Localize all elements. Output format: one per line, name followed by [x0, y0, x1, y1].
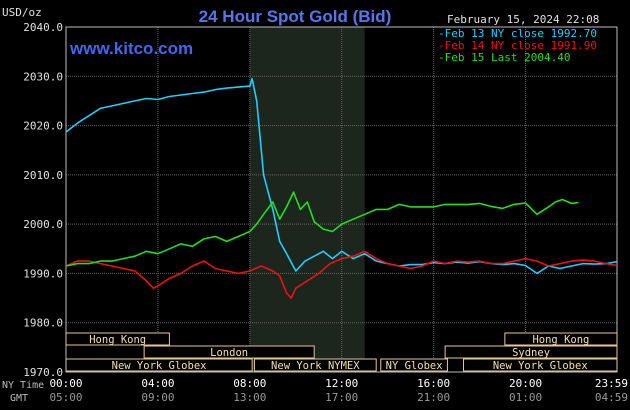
series-line-3 [65, 191, 579, 267]
session-label: London [210, 347, 248, 359]
x-tick-label-ny: 08:00 [233, 377, 266, 390]
session-bar: Hong Kong [65, 332, 170, 346]
x-tick-label-ny: 20:00 [509, 377, 542, 390]
gmt-label: GMT [10, 393, 28, 404]
series-line-1 [65, 78, 618, 275]
session-bar-box [65, 332, 170, 346]
session-bar: NY Globex [380, 358, 448, 372]
session-bar: London [143, 345, 315, 359]
x-tick-label-gmt: 13:00 [233, 391, 266, 404]
session-bar: New York Globex [463, 358, 618, 372]
session-bar-box [143, 345, 315, 359]
watermark-text: www.kitco.com [69, 39, 193, 58]
session-bar-box [253, 358, 377, 372]
session-label: New York Globex [493, 360, 588, 372]
date-stamp: February 15, 2024 22:08 [447, 13, 599, 26]
session-label: NY Globex [386, 360, 443, 372]
y-axis-label: USD/oz [2, 6, 42, 19]
chart-title: 24 Hour Spot Gold (Bid) [199, 7, 392, 26]
x-tick-label-ny: 04:00 [141, 377, 174, 390]
plot-border [65, 26, 618, 373]
legend-entry: -Feb 15 Last 2004.40 [438, 51, 570, 64]
x-tick-label-gmt: 21:00 [417, 391, 450, 404]
session-bar-box [444, 345, 618, 359]
legend-entry: -Feb 14 NY close 1991.90 [438, 39, 597, 52]
ny-time-label: NY Time [2, 380, 44, 391]
session-label: New York NYMEX [271, 360, 360, 372]
y-tick-label: 2010.0 [23, 169, 63, 182]
series-line-2 [65, 250, 618, 299]
x-tick-label-gmt: 17:00 [325, 391, 358, 404]
x-tick-label-gmt: 05:00 [49, 391, 82, 404]
x-tick-label-gmt: 01:00 [509, 391, 542, 404]
y-tick-label: 2030.0 [23, 70, 63, 83]
legend-entry: -Feb 13 NY close 1992.70 [438, 27, 597, 40]
y-tick-label: 1970.0 [23, 366, 63, 379]
grid [66, 27, 617, 372]
y-tick-label: 1980.0 [23, 317, 63, 330]
y-tick-label: 2000.0 [23, 218, 63, 231]
series-layer [65, 78, 618, 299]
session-bar: New York Globex [65, 358, 253, 372]
y-tick-label: 2020.0 [23, 120, 63, 133]
y-tick-label: 1990.0 [23, 267, 63, 280]
session-label: Hong Kong [89, 334, 146, 346]
session-bar: Sydney [444, 345, 618, 359]
session-label: Sydney [512, 347, 550, 359]
session-label: New York Globex [112, 360, 207, 372]
session-bar-box [65, 358, 253, 372]
x-tick-label-ny: 12:00 [325, 377, 358, 390]
session-bar-box [380, 358, 448, 372]
session-bar: Hong Kong [504, 332, 618, 346]
nymex-shaded-region [249, 27, 365, 372]
y-tick-label: 2040.0 [23, 21, 63, 34]
session-bar-box [463, 358, 618, 372]
y-axis: 2040.0 2030.0 2020.0 2010.0 2000.0 1990.0 1980… [23, 21, 63, 379]
x-tick-label-ny: 00:00 [49, 377, 82, 390]
legend: -Feb 13 NY close 1992.70-Feb 14 NY close… [438, 27, 597, 64]
x-tick-label-gmt: 04:59 [595, 391, 628, 404]
session-label: Hong Kong [532, 334, 589, 346]
x-tick-label-gmt: 09:00 [141, 391, 174, 404]
x-tick-label-ny: 16:00 [417, 377, 450, 390]
session-bar: New York NYMEX [253, 358, 377, 372]
session-bar-box [504, 332, 618, 346]
x-tick-label-ny: 23:59 [595, 377, 628, 390]
